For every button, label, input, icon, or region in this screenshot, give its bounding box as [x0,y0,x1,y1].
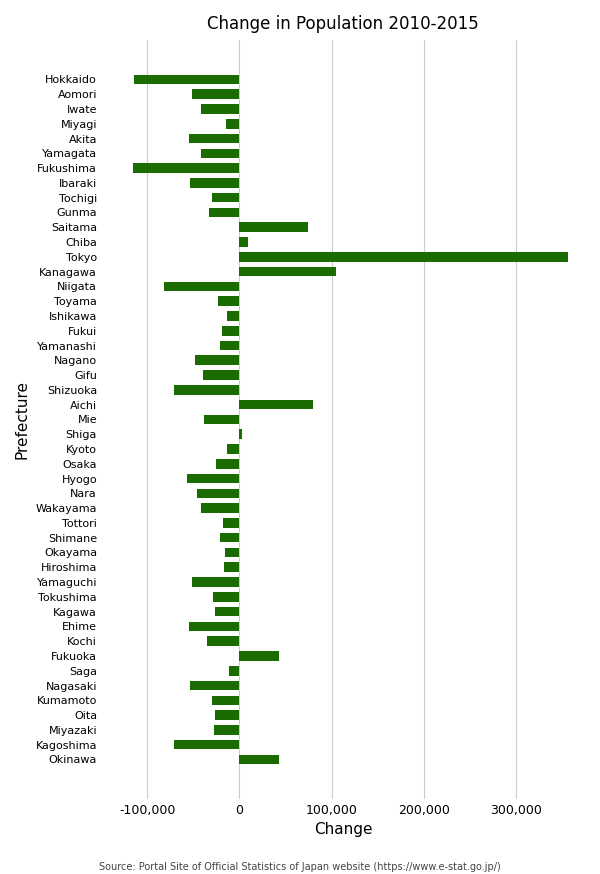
Bar [197,489,239,498]
Text: Source: Portal Site of Official Statistics of Japan website (https://www.e-stat.: Source: Portal Site of Official Statisti… [99,862,501,871]
Bar [207,636,239,646]
Bar [189,621,239,631]
Title: Change in Population 2010-2015: Change in Population 2010-2015 [207,15,479,33]
Bar [193,89,239,99]
Bar [239,267,336,276]
Y-axis label: Prefecture: Prefecture [15,380,30,459]
Bar [229,666,239,676]
Bar [239,222,308,232]
Bar [239,237,248,246]
Bar [222,326,239,336]
Bar [133,163,239,173]
Bar [214,725,239,735]
Bar [215,711,239,720]
Bar [215,607,239,616]
Bar [212,193,239,203]
Bar [190,681,239,690]
Bar [223,518,239,528]
Bar [220,533,239,543]
Bar [201,503,239,513]
Bar [174,740,239,750]
Bar [134,74,239,84]
Bar [239,399,313,409]
Bar [187,474,239,483]
Bar [189,134,239,143]
Bar [174,385,239,395]
Bar [203,371,239,380]
Bar [239,651,279,661]
Bar [164,281,239,291]
Bar [201,149,239,158]
Bar [209,208,239,218]
Bar [239,429,242,439]
Bar [239,754,279,764]
X-axis label: Change: Change [314,822,373,837]
Bar [226,119,239,128]
Bar [217,459,239,468]
Bar [239,252,568,261]
Bar [191,577,239,586]
Bar [201,104,239,114]
Bar [195,356,239,365]
Bar [227,444,239,454]
Bar [220,341,239,350]
Bar [205,414,239,424]
Bar [227,311,239,321]
Bar [224,563,239,572]
Bar [190,178,239,188]
Bar [212,696,239,705]
Bar [213,592,239,601]
Bar [218,296,239,306]
Bar [225,548,239,558]
